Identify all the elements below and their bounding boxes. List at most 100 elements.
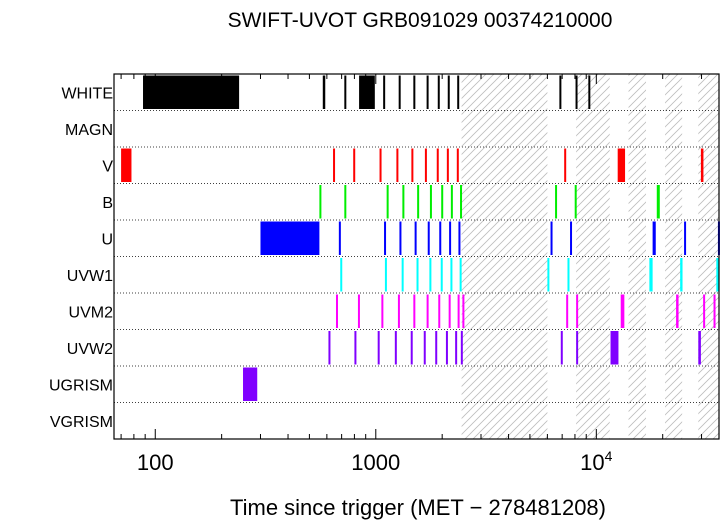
exposure-bar-uvw1-2 (401, 258, 404, 292)
exposure-bar-v-4 (396, 148, 399, 182)
exposure-bar-uvw2-10 (560, 331, 563, 365)
exposure-bar-u-1 (338, 221, 341, 255)
exposure-bar-white-4 (383, 75, 386, 109)
exposure-bar-uvm2-3 (397, 294, 400, 328)
exposure-bar-v-6 (424, 148, 427, 182)
exposure-bar-uvw1-0 (340, 258, 343, 292)
filter-label-vgrism: VGRISM (50, 414, 113, 431)
exposure-bar-b-0 (319, 185, 322, 219)
exposure-bar-white-0 (143, 75, 240, 109)
exposure-bar-u-9 (550, 221, 553, 255)
exposure-bar-b-3 (402, 185, 405, 219)
exposure-bar-v-12 (700, 148, 704, 182)
exposure-bar-u-6 (439, 221, 442, 255)
filter-label-b: B (102, 195, 113, 212)
exposure-bar-uvm2-11 (576, 294, 579, 328)
exposure-bar-b-7 (450, 185, 453, 219)
exposure-bar-uvm2-7 (448, 294, 451, 328)
exposure-bar-uvw1-8 (547, 258, 550, 292)
exposure-bar-b-6 (441, 185, 444, 219)
exposure-bar-uvw1-12 (716, 258, 719, 292)
exposure-bar-white-12 (575, 75, 578, 109)
exposure-bar-b-4 (417, 185, 420, 219)
exposure-bar-uvw2-4 (410, 331, 413, 365)
exposure-bar-u-8 (458, 221, 461, 255)
exposure-bar-uvw1-7 (459, 258, 462, 292)
filter-label-ugrism: UGRISM (49, 377, 113, 394)
exposure-bar-uvm2-4 (413, 294, 416, 328)
filter-label-uvw1: UVW1 (67, 268, 113, 285)
exposure-bar-uvw2-6 (435, 331, 438, 365)
x-axis-ticks (120, 74, 703, 439)
exposure-bar-uvw1-1 (384, 258, 387, 292)
exposure-bar-uvw2-8 (455, 331, 458, 365)
exposure-bar-white-11 (559, 75, 562, 109)
exposure-bar-white-6 (413, 75, 416, 109)
exposure-bar-uvm2-13 (676, 294, 679, 328)
observation-gaps (461, 74, 719, 439)
exposure-bar-uvw2-12 (610, 331, 619, 365)
x-axis-tick-labels: 100 1000 104 (137, 448, 613, 475)
exposure-bar-uvm2-9 (462, 294, 465, 328)
exposure-bar-v-8 (446, 148, 449, 182)
gap-region-3 (665, 74, 683, 439)
exposure-bar-b-5 (429, 185, 432, 219)
x-tick-label-2: 104 (580, 448, 612, 475)
exposure-bar-v-9 (456, 148, 459, 182)
filter-label-uvm2: UVM2 (69, 304, 114, 321)
exposure-bar-white-5 (398, 75, 401, 109)
exposure-bar-v-7 (436, 148, 439, 182)
exposure-bar-u-5 (427, 221, 430, 255)
gap-region-1 (576, 74, 610, 439)
chart-title: SWIFT-UVOT GRB091029 00374210000 (228, 9, 613, 32)
exposure-bar-uvw2-1 (354, 331, 357, 365)
filter-labels: WHITE MAGN V B U UVW1 UVM2 UVW2 UGRISM VGRISM (49, 85, 113, 431)
exposure-bar-white-13 (588, 75, 591, 109)
exposure-bar-uvw1-4 (429, 258, 432, 292)
exposure-bar-uvm2-14 (703, 294, 706, 328)
exposure-bar-uvw2-9 (460, 331, 463, 365)
exposure-bar-u-3 (399, 221, 402, 255)
exposure-bar-u-11 (652, 221, 656, 255)
exposure-bar-uvw2-3 (394, 331, 397, 365)
exposure-bar-uvw1-3 (416, 258, 419, 292)
exposure-bar-v-1 (333, 148, 336, 182)
exposure-bar-u-4 (414, 221, 417, 255)
exposure-bar-uvw1-5 (440, 258, 443, 292)
exposure-bar-u-0 (260, 221, 320, 255)
filter-row-separators (114, 110, 719, 403)
exposure-bar-uvm2-15 (713, 294, 716, 328)
exposure-bar-uvw2-2 (377, 331, 380, 365)
exposure-bar-uvw2-5 (423, 331, 426, 365)
exposure-bar-b-2 (386, 185, 389, 219)
exposure-bar-b-9 (555, 185, 558, 219)
filter-label-white: WHITE (61, 85, 113, 102)
exposure-bar-uvw1-10 (649, 258, 653, 292)
filter-label-u: U (101, 231, 113, 248)
exposure-bar-v-0 (121, 148, 132, 182)
exposure-bar-white-9 (447, 75, 450, 109)
exposure-bar-b-10 (574, 185, 577, 219)
exposure-bar-uvm2-2 (381, 294, 384, 328)
exposure-bar-uvw2-11 (576, 331, 579, 365)
x-tick-label-0: 100 (137, 450, 174, 475)
exposure-bar-uvm2-6 (438, 294, 441, 328)
x-tick-label-1: 1000 (351, 450, 400, 475)
filter-label-v: V (102, 158, 113, 175)
exposure-bar-uvm2-0 (335, 294, 338, 328)
exposure-bar-uvw2-13 (698, 331, 701, 365)
exposure-bar-u-10 (570, 221, 573, 255)
exposure-bar-uvw1-9 (567, 258, 570, 292)
exposure-bar-white-8 (437, 75, 440, 109)
exposure-bar-v-11 (617, 148, 626, 182)
exposure-bar-v-2 (353, 148, 356, 182)
exposure-bar-uvw1-6 (450, 258, 453, 292)
exposure-bar-u-2 (384, 221, 387, 255)
exposure-bar-u-12 (684, 221, 687, 255)
filter-label-magn: MAGN (65, 122, 113, 139)
exposure-bar-u-7 (449, 221, 452, 255)
exposure-bar-white-7 (426, 75, 429, 109)
exposure-bar-uvw2-7 (445, 331, 448, 365)
exposure-bar-b-11 (656, 185, 660, 219)
